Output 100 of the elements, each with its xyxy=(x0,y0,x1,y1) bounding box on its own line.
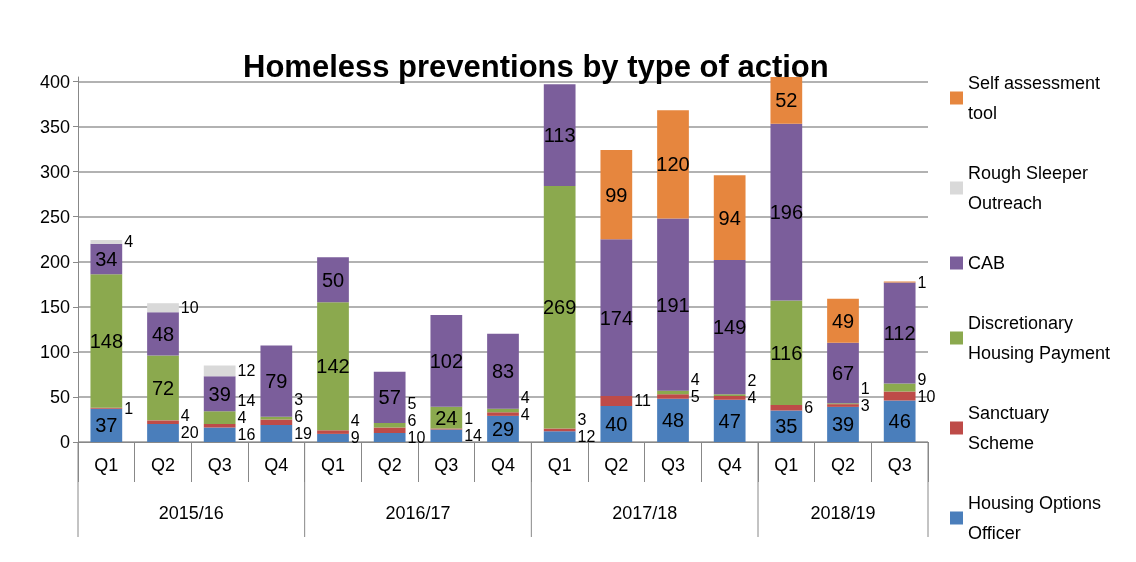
data-label: 5 xyxy=(407,394,417,412)
bar xyxy=(317,430,349,434)
data-label: 29 xyxy=(491,417,515,440)
y-tick-label: 400 xyxy=(39,71,70,92)
data-label: 4 xyxy=(180,407,190,425)
data-label: 52 xyxy=(775,89,798,112)
data-label: 34 xyxy=(95,248,118,271)
data-label: 79 xyxy=(265,370,288,393)
data-label: 49 xyxy=(831,309,855,332)
bar xyxy=(90,274,123,408)
data-label: 3 xyxy=(860,397,870,414)
bar xyxy=(260,424,293,442)
bar xyxy=(147,420,179,424)
data-label: 4 xyxy=(690,370,700,388)
text: 2016/17 xyxy=(385,503,451,523)
legend-label: Self assessment tool xyxy=(968,73,1106,123)
data-label: 142 xyxy=(316,355,350,378)
data-label: 113 xyxy=(543,124,576,147)
bar xyxy=(147,355,179,421)
data-label: 191 xyxy=(656,293,690,316)
data-label: 9 xyxy=(917,370,927,388)
bar xyxy=(883,391,916,401)
bar xyxy=(317,302,349,431)
bar xyxy=(827,342,859,404)
data-label: 116 xyxy=(770,341,803,364)
data-label: 5 xyxy=(690,387,700,405)
x-tick-label: Q2 xyxy=(830,455,856,475)
y-tick-label: 50 xyxy=(49,386,70,407)
data-label: 16 xyxy=(237,426,256,444)
bar xyxy=(203,423,236,428)
data-label: 35 xyxy=(775,415,798,438)
y-tick-label: 150 xyxy=(39,296,70,317)
y-tick-label: 350 xyxy=(39,116,70,137)
data-label: 24 xyxy=(435,406,458,429)
data-label: 10 xyxy=(917,387,936,405)
data-label: 47 xyxy=(718,409,741,432)
x-tick-label: Q3 xyxy=(434,455,459,475)
data-label: 196 xyxy=(769,201,804,224)
x-tick-label: Q1 xyxy=(547,455,572,475)
data-label: 37 xyxy=(95,414,118,437)
data-label: 14 xyxy=(464,427,483,445)
text: 2017/18 xyxy=(612,503,678,523)
bar xyxy=(770,123,803,301)
data-label: 1 xyxy=(464,410,474,428)
data-label: 12 xyxy=(577,428,596,446)
data-label: 269 xyxy=(542,296,577,319)
data-label: 4 xyxy=(520,388,530,406)
bar xyxy=(713,175,746,260)
bar xyxy=(373,371,406,424)
bar xyxy=(883,383,916,392)
data-label: 83 xyxy=(491,360,515,383)
legend-label: Sanctuary Scheme xyxy=(968,403,1055,453)
data-label: 39 xyxy=(831,413,855,436)
data-label: 46 xyxy=(888,410,911,433)
data-label: 9 xyxy=(350,429,360,447)
x-tick-label: Q4 xyxy=(264,455,289,475)
bar xyxy=(770,300,803,406)
bar xyxy=(600,150,633,240)
legend-label: CAB xyxy=(968,253,1006,273)
bar xyxy=(543,431,576,442)
data-label: 14 xyxy=(237,392,256,410)
bar xyxy=(770,77,803,124)
data-label: 102 xyxy=(429,349,464,372)
data-label: 6 xyxy=(407,411,417,429)
bar xyxy=(203,411,236,424)
bar xyxy=(657,110,689,219)
x-tick-label: Q4 xyxy=(490,455,516,475)
x-tick-label: Q2 xyxy=(377,455,402,475)
bar xyxy=(770,405,803,411)
data-label: 99 xyxy=(605,183,628,206)
bar xyxy=(90,240,123,244)
bar xyxy=(203,365,236,377)
bar xyxy=(883,282,916,384)
y-tick-label: 300 xyxy=(39,161,70,182)
data-label: 6 xyxy=(804,399,814,417)
x-tick-label: Q1 xyxy=(94,455,119,475)
data-label: 10 xyxy=(180,299,199,317)
bar xyxy=(317,433,349,442)
data-label: 12 xyxy=(237,362,256,380)
x-tick-label: Q4 xyxy=(717,455,742,475)
data-label: 48 xyxy=(661,409,685,432)
x-tick-label: Q1 xyxy=(774,455,799,475)
bar xyxy=(487,333,519,409)
x-tick-label: Q2 xyxy=(604,455,629,475)
y-tick-label: 100 xyxy=(39,341,70,362)
data-label: 19 xyxy=(294,424,313,442)
x-tick-label: Q3 xyxy=(887,455,912,475)
data-label: 4 xyxy=(520,405,530,423)
bar xyxy=(600,396,633,406)
bar xyxy=(430,314,463,407)
x-tick-label: Q2 xyxy=(150,455,176,475)
bar xyxy=(487,412,519,416)
data-label: 4 xyxy=(124,233,134,251)
bar xyxy=(543,186,576,429)
data-label: 3 xyxy=(294,390,304,408)
data-label: 40 xyxy=(605,412,628,435)
bar xyxy=(543,428,576,432)
bar xyxy=(373,432,406,442)
data-label: 50 xyxy=(321,268,345,291)
bar xyxy=(657,394,689,399)
